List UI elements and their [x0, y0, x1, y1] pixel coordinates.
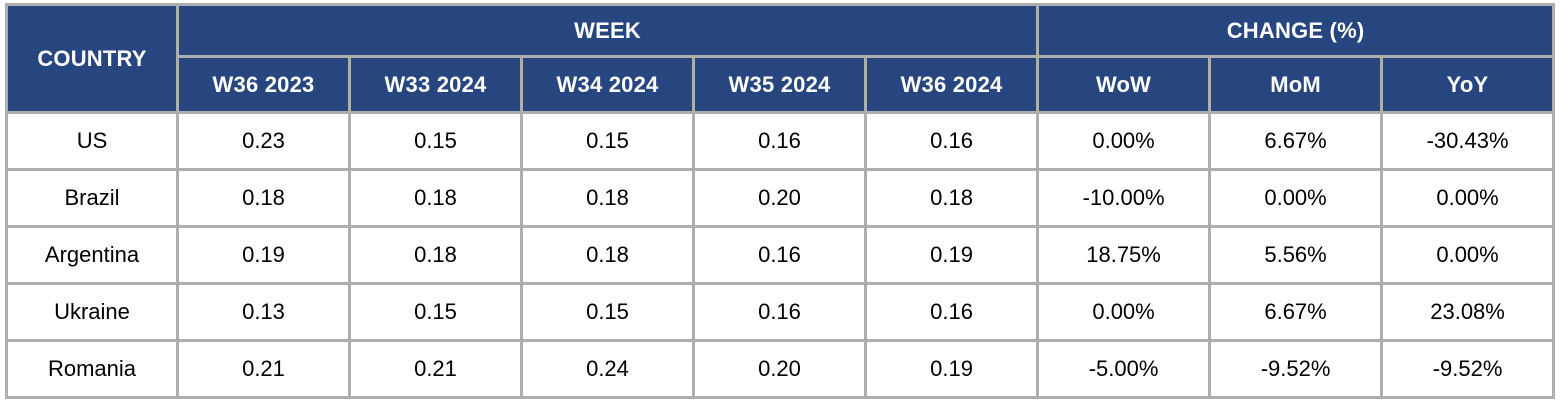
value-cell: -9.52% — [1380, 339, 1556, 399]
value-cell: 0.18 — [348, 168, 523, 228]
value-cell: 0.21 — [176, 339, 351, 399]
value-cell: 0.16 — [692, 225, 867, 285]
value-cell: 0.18 — [863, 168, 1040, 228]
column-header-yoy: YoY — [1380, 55, 1556, 114]
header-group-row: COUNTRY WEEK CHANGE (%) — [5, 3, 1556, 114]
country-cell: Brazil — [5, 168, 179, 228]
value-cell: 0.21 — [348, 339, 523, 399]
value-cell: 0.19 — [176, 225, 351, 285]
table-row-romania: Romania 0.21 0.21 0.24 0.20 0.19 -5.00% … — [5, 339, 1556, 399]
column-header-w34-2024: W34 2024 — [520, 55, 695, 114]
value-cell: 0.00% — [1036, 111, 1212, 171]
value-cell: 0.00% — [1380, 168, 1556, 228]
column-group-change: CHANGE (%) — [1036, 3, 1556, 58]
value-cell: 0.00% — [1380, 225, 1556, 285]
value-cell: 0.24 — [520, 339, 695, 399]
column-header-w33-2024: W33 2024 — [348, 55, 523, 114]
table-body: US 0.23 0.15 0.15 0.16 0.16 0.00% 6.67% … — [5, 111, 1556, 399]
value-cell: 0.15 — [348, 111, 523, 171]
column-header-mom: MoM — [1208, 55, 1384, 114]
table-header: COUNTRY WEEK CHANGE (%) W36 2023 W33 202… — [5, 3, 1556, 114]
value-cell: 6.67% — [1208, 111, 1384, 171]
value-cell: -9.52% — [1208, 339, 1384, 399]
column-header-w36-2024: W36 2024 — [863, 55, 1040, 114]
value-cell: 0.00% — [1208, 168, 1384, 228]
country-cell: Argentina — [5, 225, 179, 285]
value-cell: 0.15 — [520, 111, 695, 171]
column-group-week: WEEK — [175, 3, 1040, 58]
value-cell: 5.56% — [1208, 225, 1384, 285]
value-cell: 23.08% — [1380, 282, 1556, 342]
header-sub-row: W36 2023 W33 2024 W34 2024 W35 2024 W36 … — [7, 55, 1556, 114]
value-cell: -10.00% — [1036, 168, 1212, 228]
value-cell: 0.16 — [863, 111, 1040, 171]
value-cell: 18.75% — [1036, 225, 1212, 285]
country-cell: US — [5, 111, 179, 171]
value-cell: 6.67% — [1208, 282, 1384, 342]
value-cell: 0.16 — [692, 282, 867, 342]
table-row-argentina: Argentina 0.19 0.18 0.18 0.16 0.19 18.75… — [5, 225, 1556, 285]
value-cell: 0.18 — [520, 168, 695, 228]
value-cell: 0.16 — [863, 282, 1040, 342]
value-cell: 0.18 — [348, 225, 523, 285]
table-row-ukraine: Ukraine 0.13 0.15 0.15 0.16 0.16 0.00% 6… — [5, 282, 1556, 342]
value-cell: 0.00% — [1036, 282, 1212, 342]
value-cell: 0.20 — [692, 339, 867, 399]
value-cell: -30.43% — [1380, 111, 1556, 171]
value-cell: 0.13 — [176, 282, 351, 342]
column-header-w36-2023: W36 2023 — [176, 55, 351, 114]
country-cell: Ukraine — [5, 282, 179, 342]
value-cell: 0.15 — [348, 282, 523, 342]
value-cell: 0.18 — [520, 225, 695, 285]
table-row-brazil: Brazil 0.18 0.18 0.18 0.20 0.18 -10.00% … — [5, 168, 1556, 228]
value-cell: 0.19 — [863, 339, 1040, 399]
column-header-w35-2024: W35 2024 — [692, 55, 867, 114]
country-cell: Romania — [5, 339, 179, 399]
value-cell: -5.00% — [1036, 339, 1212, 399]
value-cell: 0.15 — [520, 282, 695, 342]
value-cell: 0.23 — [176, 111, 351, 171]
value-cell: 0.16 — [692, 111, 867, 171]
value-cell: 0.18 — [176, 168, 351, 228]
column-header-wow: WoW — [1036, 55, 1212, 114]
country-week-change-table: COUNTRY WEEK CHANGE (%) W36 2023 W33 202… — [5, 3, 1556, 399]
column-header-country: COUNTRY — [5, 3, 179, 114]
table-row-us: US 0.23 0.15 0.15 0.16 0.16 0.00% 6.67% … — [5, 111, 1556, 171]
value-cell: 0.20 — [692, 168, 867, 228]
value-cell: 0.19 — [863, 225, 1040, 285]
